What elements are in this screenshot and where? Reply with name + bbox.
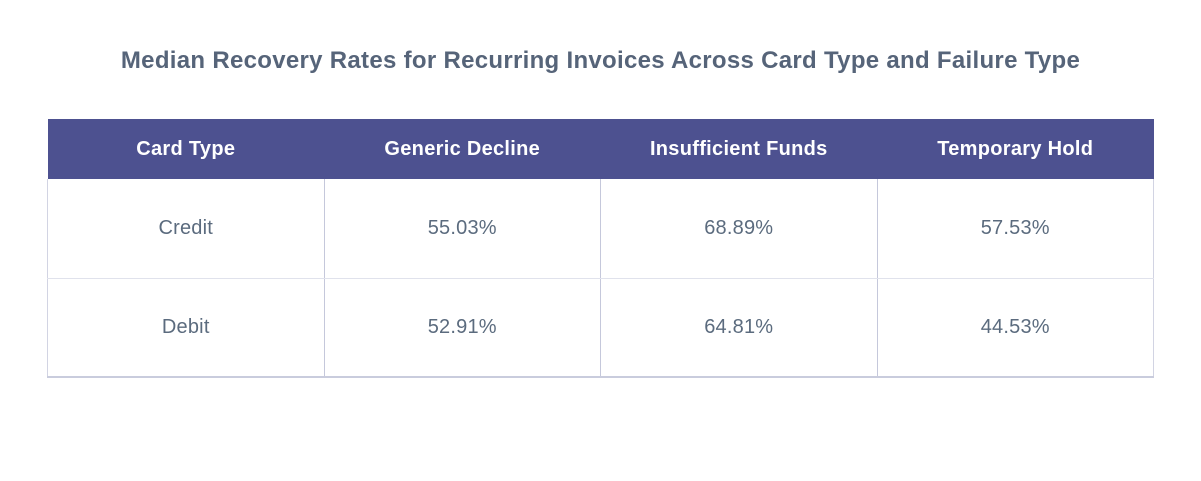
cell-generic-decline: 55.03% — [323, 179, 601, 279]
cell-generic-decline: 52.91% — [323, 278, 601, 377]
header-row: Card Type Generic Decline Insufficient F… — [47, 119, 1154, 179]
table-row-credit: Credit 55.03% 68.89% 57.53% — [47, 179, 1154, 279]
cell-card-type: Credit — [47, 179, 324, 279]
column-header-card-type: Card Type — [47, 119, 324, 179]
page: Median Recovery Rates for Recurring Invo… — [0, 46, 1201, 481]
cell-card-type: Debit — [47, 278, 324, 377]
column-header-insufficient-funds: Insufficient Funds — [600, 119, 877, 179]
cell-insufficient-funds: 64.81% — [600, 278, 877, 377]
cell-temporary-hold: 44.53% — [876, 278, 1154, 377]
column-header-temporary-hold: Temporary Hold — [877, 119, 1154, 179]
table-row-debit: Debit 52.91% 64.81% 44.53% — [47, 278, 1154, 377]
cell-temporary-hold: 57.53% — [876, 179, 1154, 279]
column-header-generic-decline: Generic Decline — [324, 119, 601, 179]
table-header: Card Type Generic Decline Insufficient F… — [47, 119, 1154, 179]
table-body: Credit 55.03% 68.89% 57.53% Debit 52.91%… — [47, 179, 1154, 377]
page-title: Median Recovery Rates for Recurring Invo… — [120, 47, 1081, 74]
recovery-rates-table: Card Type Generic Decline Insufficient F… — [47, 119, 1154, 378]
cell-insufficient-funds: 68.89% — [600, 179, 877, 279]
